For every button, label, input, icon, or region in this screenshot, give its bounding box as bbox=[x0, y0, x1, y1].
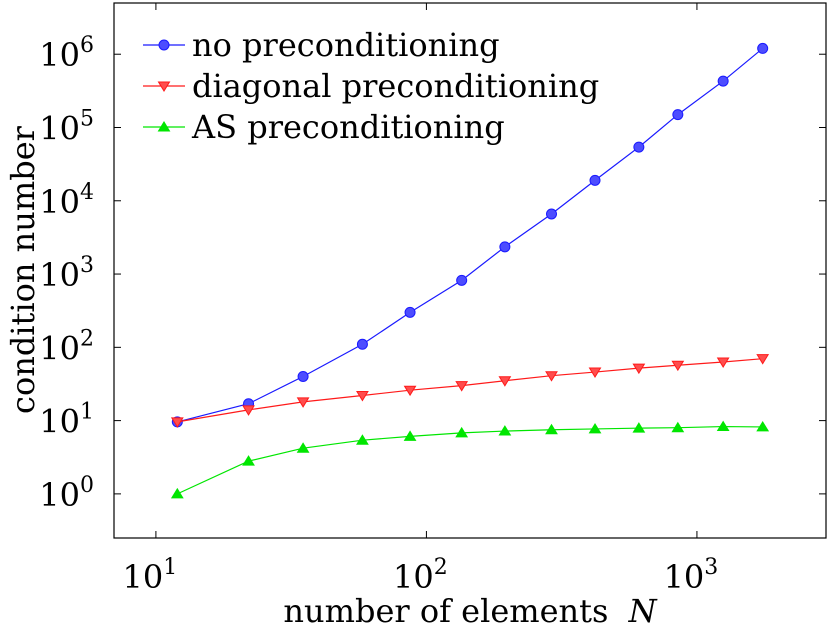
legend-item-2: AS preconditioning bbox=[143, 108, 505, 146]
series-2-point-9 bbox=[632, 422, 646, 433]
series-2-point-1 bbox=[242, 455, 255, 466]
series-0-point-5 bbox=[456, 274, 468, 286]
series-0-point-7 bbox=[546, 208, 558, 220]
series-1-point-12 bbox=[756, 354, 770, 365]
x-tick-label-0: 101 bbox=[123, 555, 178, 596]
x-tick-label-exponent: 1 bbox=[163, 555, 177, 580]
series-2-point-10 bbox=[671, 421, 685, 433]
y-tick-label-base: 10 bbox=[39, 36, 80, 74]
y-tick-label-exponent: 0 bbox=[80, 473, 94, 498]
series-1-point-2 bbox=[296, 397, 310, 408]
y-tick-label-exponent: 1 bbox=[80, 400, 94, 425]
series-2-point-4 bbox=[403, 430, 417, 441]
series-1-point-3 bbox=[356, 391, 369, 402]
y-tick-label-base: 10 bbox=[39, 329, 80, 367]
series-group bbox=[170, 42, 770, 499]
y-tick-label-3: 103 bbox=[39, 253, 94, 294]
y-tick-label-exponent: 4 bbox=[80, 180, 94, 205]
x-axis-label-variable: N bbox=[628, 592, 658, 630]
series-1-point-11 bbox=[716, 357, 730, 368]
series-1-point-6 bbox=[498, 376, 512, 387]
legend-label-2: AS preconditioning bbox=[191, 108, 505, 146]
legend-swatch-marker-0 bbox=[158, 39, 170, 51]
series-0-point-4 bbox=[404, 306, 416, 318]
series-line-2 bbox=[177, 425, 763, 495]
series-2-point-2 bbox=[296, 442, 310, 453]
legend-label-1: diagonal preconditioning bbox=[192, 67, 599, 105]
series-1-point-7 bbox=[545, 371, 558, 382]
series-1-point-4 bbox=[403, 385, 417, 397]
x-tick-label-exponent: 2 bbox=[434, 555, 448, 580]
series-line-1 bbox=[177, 358, 763, 423]
y-tick-label-0: 100 bbox=[39, 473, 94, 514]
series-0-point-11 bbox=[717, 75, 729, 87]
y-tick-label-base: 10 bbox=[39, 476, 80, 514]
y-tick-label-2: 102 bbox=[39, 326, 94, 367]
y-tick-label-6: 106 bbox=[39, 33, 94, 74]
legend-label-0: no preconditioning bbox=[192, 26, 500, 64]
series-1-point-5 bbox=[455, 381, 469, 392]
series-2-point-6 bbox=[498, 425, 512, 436]
y-tick-label-exponent: 2 bbox=[80, 326, 94, 351]
x-tick-label-2: 103 bbox=[664, 555, 719, 596]
y-tick-label-base: 10 bbox=[39, 256, 80, 294]
x-tick-label-base: 10 bbox=[664, 558, 705, 596]
y-tick-label-5: 105 bbox=[39, 106, 94, 147]
series-1-point-10 bbox=[671, 360, 685, 372]
series-2-point-8 bbox=[588, 422, 602, 434]
legend-swatch-marker-2 bbox=[157, 121, 171, 132]
y-tick-label-exponent: 5 bbox=[80, 106, 94, 131]
x-tick-label-base: 10 bbox=[393, 558, 434, 596]
series-0-point-2 bbox=[297, 370, 309, 382]
legend-swatch-marker-1 bbox=[157, 81, 171, 92]
series-1-point-0 bbox=[170, 417, 184, 428]
series-2-point-7 bbox=[545, 423, 558, 435]
x-axis-label-text: number of elements bbox=[283, 592, 608, 630]
series-2-point-3 bbox=[356, 434, 369, 445]
y-tick-label-exponent: 3 bbox=[80, 253, 94, 278]
y-tick-label-base: 10 bbox=[39, 109, 80, 147]
y-tick-label-base: 10 bbox=[39, 403, 80, 441]
y-axis-label: condition number bbox=[4, 125, 42, 414]
series-1-point-1 bbox=[242, 405, 255, 416]
y-tick-label-4: 104 bbox=[39, 180, 94, 221]
y-tick-label-1: 101 bbox=[39, 400, 94, 441]
x-tick-label-exponent: 3 bbox=[704, 555, 718, 580]
series-0-point-12 bbox=[757, 42, 769, 54]
series-1 bbox=[170, 354, 770, 428]
y-tick-label-base: 10 bbox=[39, 183, 80, 221]
series-2-point-0 bbox=[170, 487, 184, 499]
series-1-point-8 bbox=[588, 367, 602, 378]
legend-item-0: no preconditioning bbox=[143, 26, 500, 64]
series-0-point-9 bbox=[633, 141, 645, 153]
series-0-point-10 bbox=[672, 109, 684, 121]
series-0-point-6 bbox=[499, 241, 511, 253]
y-tick-label-exponent: 6 bbox=[80, 33, 94, 58]
plot-frame bbox=[113, 2, 827, 539]
series-0-point-3 bbox=[356, 338, 368, 350]
series-2-point-5 bbox=[455, 426, 469, 438]
series-0-point-8 bbox=[589, 174, 601, 186]
x-tick-label-base: 10 bbox=[123, 558, 164, 596]
legend-item-1: diagonal preconditioning bbox=[143, 67, 599, 105]
series-1-point-9 bbox=[632, 363, 646, 375]
x-axis-label: number of elements N bbox=[283, 592, 657, 630]
series-2-point-11 bbox=[716, 420, 730, 432]
x-tick-label-1: 102 bbox=[393, 555, 448, 596]
series-2-point-12 bbox=[756, 420, 770, 432]
series-2 bbox=[170, 420, 770, 499]
